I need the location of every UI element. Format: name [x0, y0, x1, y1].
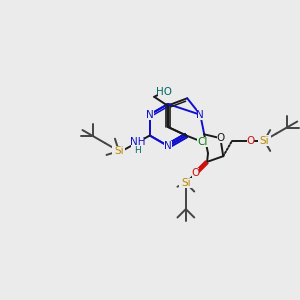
- Text: O: O: [216, 133, 224, 143]
- Text: O: O: [246, 136, 254, 146]
- Bar: [134, 146, 141, 155]
- Text: N: N: [196, 110, 204, 120]
- Bar: [146, 109, 154, 120]
- Bar: [258, 135, 271, 146]
- Text: H: H: [134, 146, 141, 155]
- Text: Si: Si: [181, 178, 191, 188]
- Text: Cl: Cl: [198, 137, 208, 147]
- Text: HO: HO: [156, 87, 172, 97]
- Text: Si: Si: [260, 136, 269, 146]
- Bar: [217, 133, 224, 143]
- Text: O: O: [192, 168, 200, 178]
- Text: N: N: [146, 110, 154, 119]
- Bar: [196, 110, 204, 120]
- Bar: [158, 87, 171, 97]
- Text: N: N: [164, 141, 172, 151]
- Bar: [192, 168, 200, 178]
- Text: NH: NH: [130, 137, 145, 147]
- Bar: [247, 135, 254, 146]
- Bar: [196, 137, 209, 147]
- Bar: [131, 137, 144, 148]
- Bar: [112, 146, 125, 156]
- Bar: [179, 178, 192, 188]
- Bar: [164, 141, 172, 151]
- Text: Si: Si: [114, 146, 124, 156]
